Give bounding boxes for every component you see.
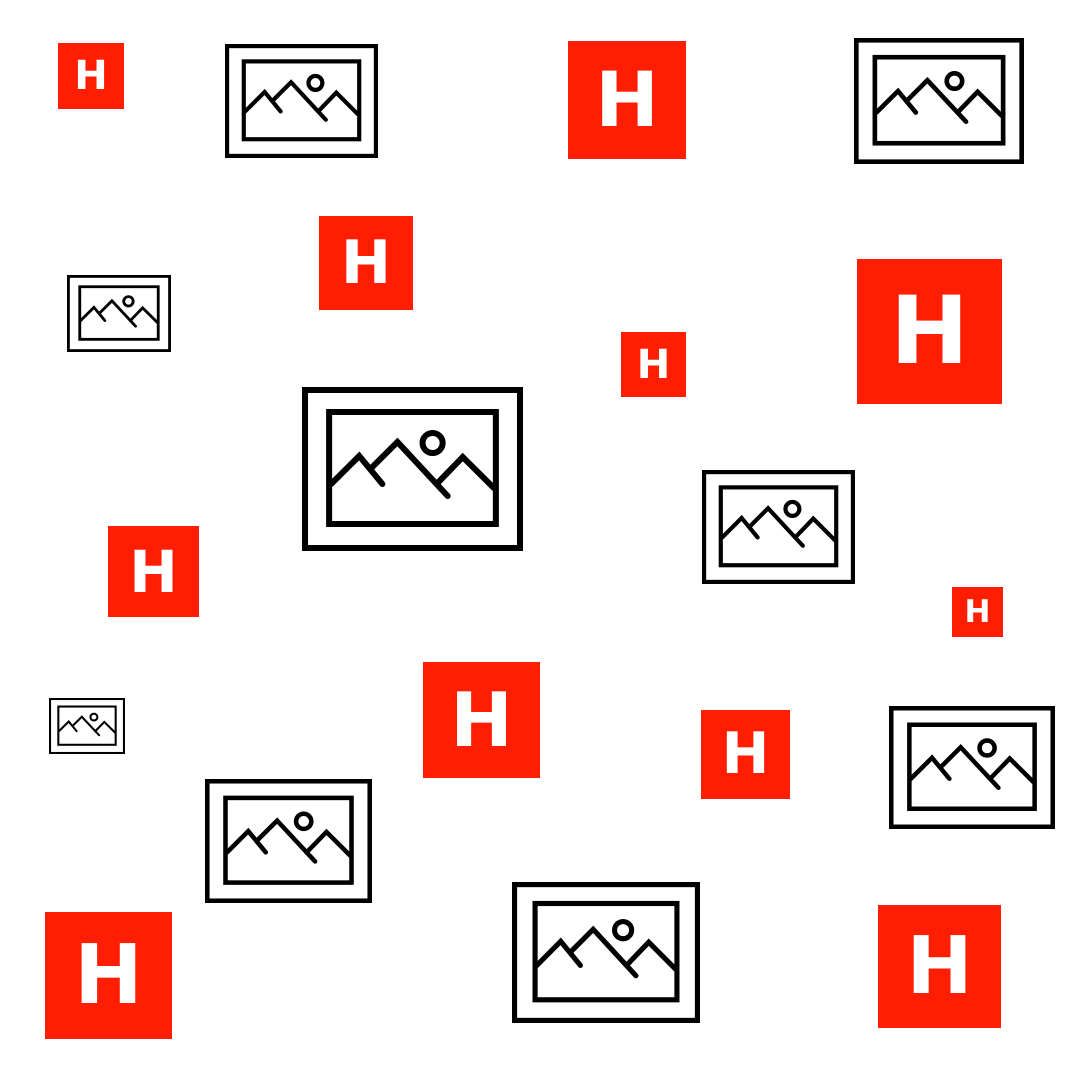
h-letter-tile-icon: H — [568, 41, 686, 159]
image-placeholder-icon-graphic — [302, 387, 523, 551]
image-placeholder-icon — [302, 387, 523, 551]
h-letter-tile-icon: H — [952, 587, 1003, 637]
image-placeholder-icon-graphic — [225, 44, 378, 158]
image-placeholder-icon-graphic — [512, 882, 700, 1023]
image-placeholder-icon — [49, 698, 125, 754]
image-placeholder-icon — [225, 44, 378, 158]
image-placeholder-icon — [702, 470, 855, 584]
h-letter-tile-icon: H — [58, 43, 124, 109]
image-placeholder-icon-graphic — [67, 275, 171, 352]
image-placeholder-icon-graphic — [854, 38, 1024, 164]
h-letter-tile-icon: H — [621, 332, 686, 397]
h-letter-tile-icon: H — [878, 905, 1001, 1028]
image-placeholder-icon — [205, 779, 372, 903]
h-letter-tile-icon: H — [701, 710, 790, 799]
image-placeholder-icon-graphic — [702, 470, 855, 584]
h-letter-tile-icon: H — [423, 662, 540, 778]
image-placeholder-icon — [512, 882, 700, 1023]
image-placeholder-icon-graphic — [205, 779, 372, 903]
h-letter-tile-icon: H — [108, 526, 199, 617]
image-placeholder-icon-graphic — [49, 698, 125, 754]
h-letter-tile-icon: H — [857, 259, 1002, 404]
image-placeholder-icon — [854, 38, 1024, 164]
h-letter-tile-icon: H — [45, 912, 172, 1039]
image-placeholder-icon — [889, 706, 1055, 829]
h-letter-tile-icon: H — [319, 216, 413, 310]
image-placeholder-icon-graphic — [889, 706, 1055, 829]
image-placeholder-icon — [67, 275, 171, 352]
